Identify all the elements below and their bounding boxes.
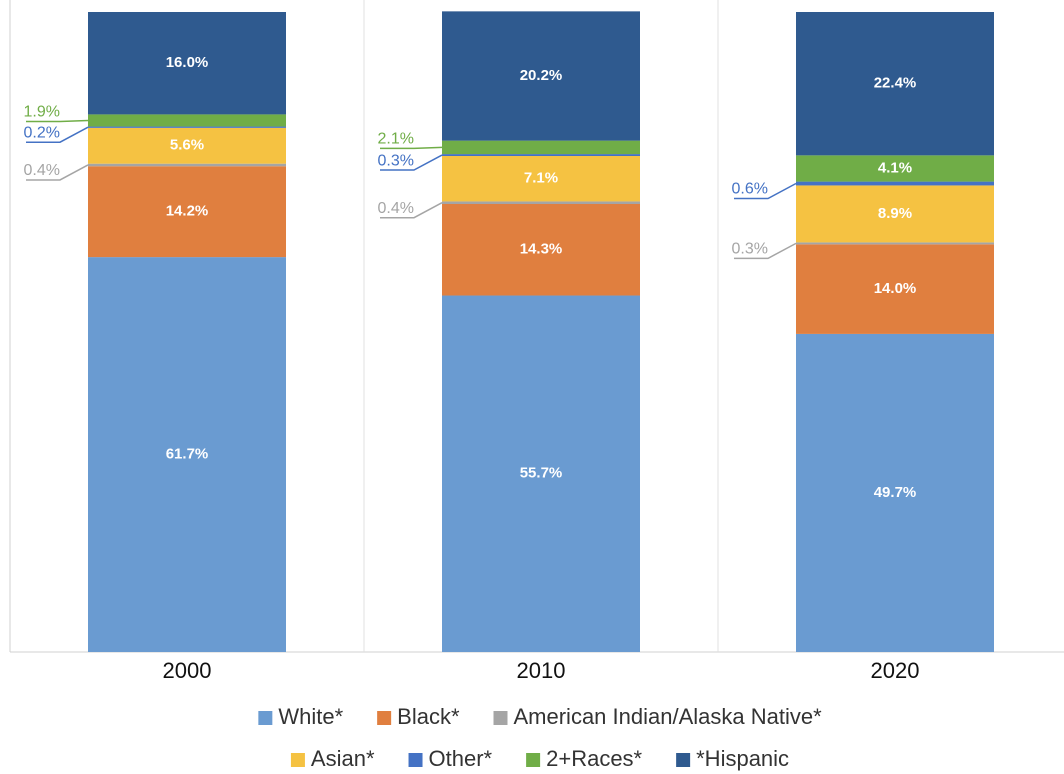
data-label: 20.2%: [520, 67, 563, 84]
bar-segment: [442, 11, 640, 141]
data-label: 0.4%: [24, 162, 60, 179]
bar-segment: [442, 204, 640, 296]
legend-swatch: [526, 753, 541, 767]
legend-label: Black*: [397, 704, 460, 729]
data-label: 14.2%: [166, 203, 209, 220]
data-label: 0.3%: [378, 152, 414, 169]
leader-line: [380, 154, 443, 171]
data-label: 2.1%: [378, 131, 414, 148]
data-label: 61.7%: [166, 446, 209, 463]
bar-segment: [796, 155, 994, 182]
bar-segment: [88, 257, 286, 652]
bar-segment: [796, 333, 994, 652]
legend-swatch: [290, 753, 305, 767]
data-label: 16.0%: [166, 54, 209, 71]
leader-line: [26, 164, 89, 181]
leader-line: [26, 126, 89, 143]
bar-segment: [796, 12, 994, 156]
data-label: 22.4%: [874, 75, 917, 92]
bar-segment: [442, 154, 640, 156]
data-label: 7.1%: [524, 170, 558, 187]
x-tick-label: 2010: [517, 658, 566, 683]
bar-segment: [796, 181, 994, 186]
data-label: 1.9%: [24, 104, 60, 121]
bar-segment: [442, 201, 640, 204]
bar-segment: [88, 127, 286, 164]
legend-swatch: [377, 711, 392, 725]
data-label: 4.1%: [878, 159, 912, 176]
legend-label: American Indian/Alaska Native*: [514, 704, 823, 729]
data-label: 49.7%: [874, 484, 917, 501]
legend-swatch: [258, 711, 273, 725]
data-label: 14.0%: [874, 280, 917, 297]
bar-segment: [88, 12, 286, 115]
bar-segment: [796, 242, 994, 245]
data-label: 0.2%: [24, 124, 60, 141]
leader-line: [380, 146, 443, 150]
data-label: 0.6%: [732, 181, 768, 198]
bar-segment: [88, 166, 286, 258]
data-label: 14.3%: [520, 241, 563, 258]
legend-swatch: [676, 753, 691, 767]
legend-label: Other*: [429, 746, 493, 771]
leader-line: [734, 182, 797, 200]
bar-segment: [442, 140, 640, 155]
data-label: 5.6%: [170, 137, 204, 154]
data-label: 55.7%: [520, 465, 563, 482]
bar-segment: [88, 163, 286, 167]
bar-segment: [796, 244, 994, 334]
legend-label: Asian*: [311, 746, 375, 771]
bar-segment: [88, 114, 286, 127]
leader-line: [734, 242, 797, 260]
data-label: 8.9%: [878, 205, 912, 222]
x-tick-label: 2020: [871, 658, 920, 683]
legend-label: White*: [278, 704, 343, 729]
legend-swatch: [408, 753, 423, 767]
bar-segment: [796, 185, 994, 243]
bar-segment: [442, 295, 640, 652]
legend-swatch: [493, 711, 508, 725]
x-tick-label: 2000: [163, 658, 212, 683]
leader-line: [26, 119, 89, 123]
data-label: 0.4%: [378, 200, 414, 217]
legend-label: 2+Races*: [546, 746, 642, 771]
bar-segment: [442, 156, 640, 202]
bar-segment: [88, 126, 286, 128]
data-label: 0.3%: [732, 241, 768, 258]
leader-line: [380, 202, 443, 219]
legend-label: *Hispanic: [696, 746, 789, 771]
